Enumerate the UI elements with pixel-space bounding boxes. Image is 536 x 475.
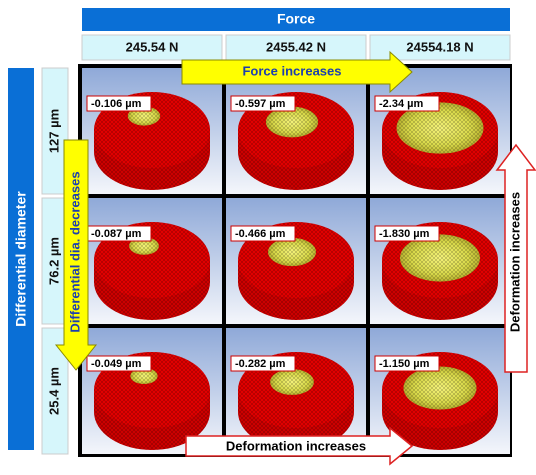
- value-label: -2.34 µm: [379, 98, 423, 110]
- diameter-arrow-label: Differential dia. decreases: [67, 171, 82, 332]
- value-label: -1.150 µm: [379, 358, 430, 370]
- value-label: -0.597 µm: [235, 98, 286, 110]
- deformation-bottom-label: Deformation increases: [226, 438, 366, 453]
- row-label: 25.4 µm: [46, 367, 61, 415]
- figure: Force Differential diameter 245.54 N 2455…: [0, 0, 536, 475]
- value-label: -0.466 µm: [235, 228, 286, 240]
- row-label: 127 µm: [46, 109, 61, 153]
- value-label: -0.282 µm: [235, 358, 286, 370]
- column-label: 245.54 N: [126, 39, 179, 54]
- force-title: Force: [277, 11, 315, 27]
- value-label: -0.049 µm: [91, 358, 142, 370]
- force-arrow-label: Force increases: [242, 63, 341, 78]
- cells: -0.106 µm -0.597 µm -2.34 µm -0.087 µm -0.46…: [82, 68, 510, 454]
- deformation-right-label: Deformation increases: [507, 192, 522, 332]
- row-label: 76.2 µm: [46, 237, 61, 285]
- value-label: -0.087 µm: [91, 228, 142, 240]
- diameter-title: Differential diameter: [13, 191, 29, 327]
- value-label: -1.830 µm: [379, 228, 430, 240]
- column-label: 2455.42 N: [266, 39, 326, 54]
- column-label: 24554.18 N: [406, 39, 473, 54]
- value-label: -0.106 µm: [91, 98, 142, 110]
